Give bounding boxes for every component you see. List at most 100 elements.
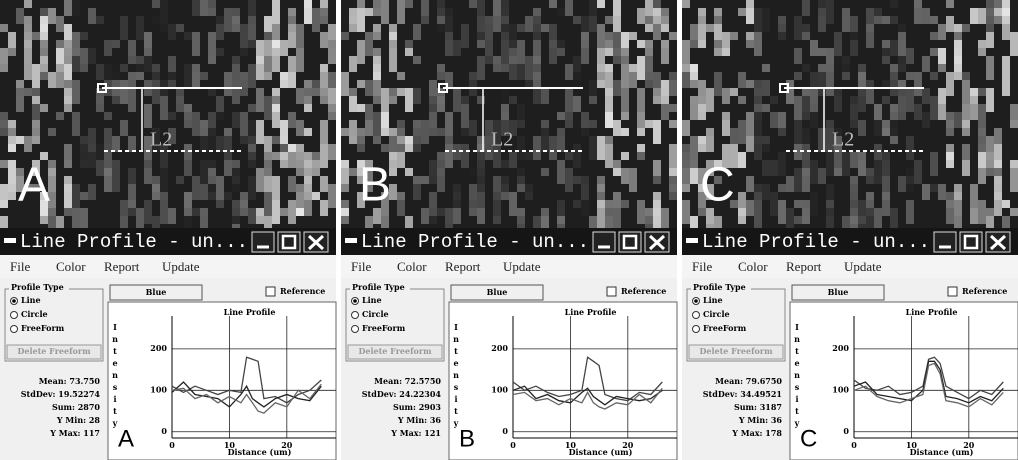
image-pixel bbox=[485, 24, 493, 40]
image-pixel bbox=[200, 72, 208, 80]
image-pixel bbox=[690, 24, 698, 48]
menu-item[interactable]: File bbox=[351, 259, 371, 274]
menu-item[interactable]: Update bbox=[503, 259, 541, 274]
image-pixel bbox=[208, 88, 216, 96]
image-pixel bbox=[738, 96, 746, 104]
image-pixel bbox=[557, 8, 565, 16]
minimize-button[interactable] bbox=[934, 232, 956, 252]
image-pixel bbox=[216, 176, 224, 200]
image-pixel bbox=[24, 0, 32, 8]
image-pixel bbox=[381, 88, 389, 112]
image-pixel bbox=[72, 80, 80, 104]
radio-button[interactable] bbox=[11, 326, 18, 333]
image-pixel bbox=[746, 112, 754, 136]
image-pixel bbox=[405, 136, 413, 152]
image-pixel bbox=[882, 192, 890, 200]
menu-item[interactable]: Update bbox=[162, 259, 200, 274]
image-pixel bbox=[762, 64, 770, 72]
radio-label[interactable]: Line bbox=[703, 295, 723, 305]
image-pixel bbox=[517, 184, 525, 192]
menu-item[interactable]: Report bbox=[104, 259, 140, 274]
radio-button[interactable] bbox=[352, 312, 359, 319]
radio-label[interactable]: Circle bbox=[21, 309, 48, 319]
image-pixel bbox=[565, 96, 573, 112]
menu-item[interactable]: File bbox=[10, 259, 30, 274]
image-pixel bbox=[573, 144, 581, 168]
reference-label[interactable]: Reference bbox=[621, 286, 666, 296]
menu-item[interactable]: Color bbox=[56, 259, 86, 274]
image-pixel bbox=[954, 112, 962, 128]
radio-button[interactable] bbox=[352, 326, 359, 333]
image-pixel bbox=[653, 176, 661, 184]
image-pixel bbox=[248, 176, 256, 200]
image-pixel bbox=[152, 0, 160, 8]
image-pixel bbox=[240, 72, 248, 96]
radio-label[interactable]: FreeForm bbox=[21, 323, 65, 333]
image-pixel bbox=[341, 184, 349, 192]
image-pixel bbox=[216, 16, 224, 24]
reference-checkbox[interactable] bbox=[266, 287, 275, 296]
reference-checkbox[interactable] bbox=[948, 287, 957, 296]
minimize-button[interactable] bbox=[593, 232, 615, 252]
radio-label[interactable]: Line bbox=[362, 295, 382, 305]
image-pixel bbox=[341, 160, 349, 168]
y-axis-label-char: t bbox=[795, 346, 799, 356]
roi-label: L2 bbox=[832, 129, 854, 151]
reference-label[interactable]: Reference bbox=[280, 286, 325, 296]
image-pixel bbox=[850, 32, 858, 40]
radio-label[interactable]: Circle bbox=[362, 309, 389, 319]
radio-button[interactable] bbox=[693, 326, 700, 333]
image-pixel bbox=[413, 136, 421, 144]
menu-item[interactable]: Color bbox=[738, 259, 768, 274]
minimize-button[interactable] bbox=[252, 232, 274, 252]
image-pixel bbox=[312, 160, 320, 176]
image-pixel bbox=[0, 160, 8, 168]
image-pixel bbox=[858, 216, 866, 224]
radio-label[interactable]: FreeForm bbox=[703, 323, 747, 333]
y-axis-label-char: y bbox=[112, 418, 118, 428]
image-pixel bbox=[152, 16, 160, 24]
image-pixel bbox=[621, 128, 629, 136]
menu-item[interactable]: Update bbox=[844, 259, 882, 274]
stat-line: Y Max: 121 bbox=[390, 428, 441, 438]
image-pixel bbox=[120, 16, 128, 40]
image-pixel bbox=[978, 200, 986, 224]
image-pixel bbox=[88, 184, 96, 200]
image-pixel bbox=[8, 144, 16, 152]
image-pixel bbox=[698, 136, 706, 144]
menu-item[interactable]: File bbox=[692, 259, 712, 274]
radio-label[interactable]: Line bbox=[21, 295, 41, 305]
reference-checkbox[interactable] bbox=[607, 287, 616, 296]
radio-label[interactable]: FreeForm bbox=[362, 323, 406, 333]
image-pixel bbox=[653, 192, 661, 216]
menu-item[interactable]: Report bbox=[786, 259, 822, 274]
image-pixel bbox=[365, 80, 373, 96]
image-pixel bbox=[994, 192, 1002, 216]
menu-item[interactable]: Color bbox=[397, 259, 427, 274]
image-pixel bbox=[698, 80, 706, 104]
stat-line: StdDev: 19.52274 bbox=[21, 389, 101, 399]
menu-item[interactable]: Report bbox=[445, 259, 481, 274]
image-pixel bbox=[962, 24, 970, 32]
reference-label[interactable]: Reference bbox=[962, 286, 1007, 296]
radio-button[interactable] bbox=[11, 312, 18, 319]
image-pixel bbox=[653, 120, 661, 144]
image-pixel bbox=[890, 40, 898, 56]
image-pixel bbox=[794, 200, 802, 208]
radio-button[interactable] bbox=[693, 312, 700, 319]
radio-label[interactable]: Circle bbox=[703, 309, 730, 319]
image-pixel bbox=[24, 64, 32, 80]
image-pixel bbox=[349, 8, 357, 24]
image-pixel bbox=[320, 200, 328, 216]
panel-letter: A bbox=[18, 159, 50, 212]
image-pixel bbox=[32, 120, 40, 144]
image-pixel bbox=[8, 184, 16, 200]
stat-line: Y Min: 36 bbox=[738, 415, 783, 425]
image-pixel bbox=[906, 72, 914, 80]
image-pixel bbox=[714, 8, 722, 16]
image-pixel bbox=[994, 0, 1002, 8]
image-pixel bbox=[168, 112, 176, 120]
image-pixel bbox=[341, 168, 349, 184]
image-pixel bbox=[669, 72, 677, 96]
image-pixel bbox=[525, 152, 533, 160]
